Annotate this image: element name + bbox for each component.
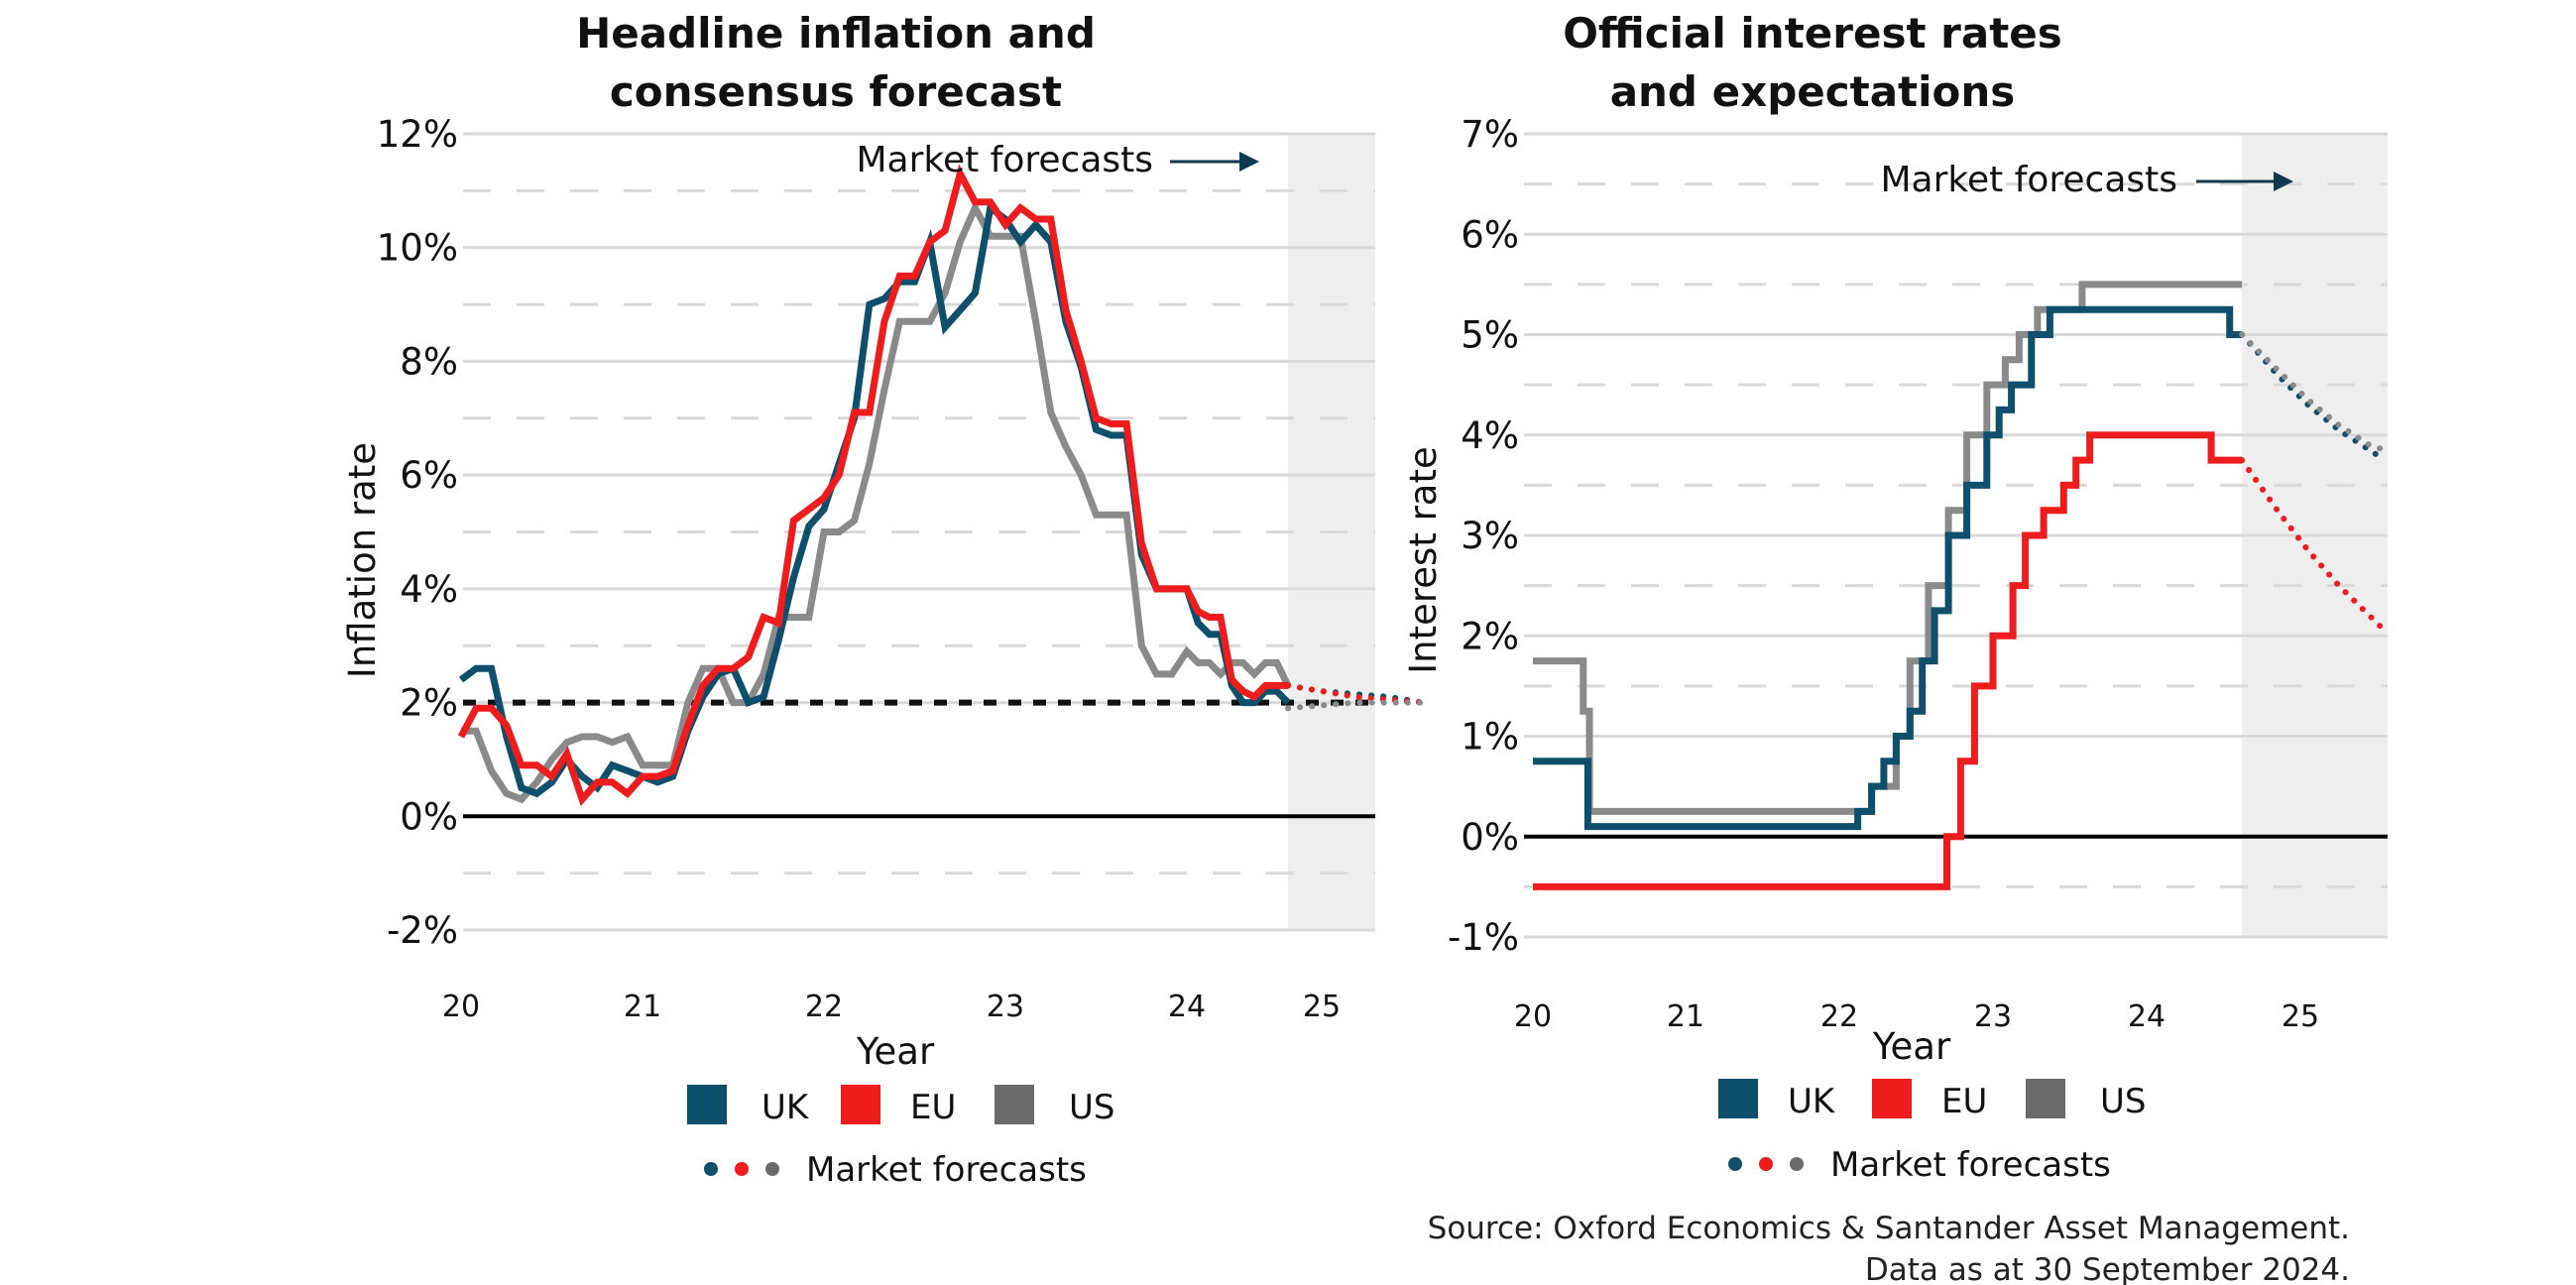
legend-label-eu: EU <box>910 1088 956 1127</box>
y-tick-label: 5% <box>1461 314 1519 357</box>
legend-forecast-dot-us <box>765 1162 779 1176</box>
legend-swatch-us <box>2026 1079 2065 1118</box>
y-tick-label: 2% <box>400 682 458 725</box>
chart-title-line2: and expectations <box>1610 67 2016 116</box>
x-tick-label: 24 <box>1168 990 1206 1024</box>
x-tick-label: 23 <box>987 990 1024 1024</box>
series-line-us <box>461 199 1292 804</box>
legend-forecast-label: Market forecasts <box>806 1150 1087 1190</box>
x-tick-label: 21 <box>1667 999 1704 1034</box>
series-line-uk <box>458 201 1291 798</box>
legend-forecast-dot-us <box>1790 1157 1804 1171</box>
legend-forecast-dot-uk <box>704 1162 718 1176</box>
arrowhead-icon <box>2274 172 2293 191</box>
forecast-line-eu <box>1285 682 1426 706</box>
forecast-annotation: Market forecasts <box>856 140 1259 180</box>
chart-title-line1: Headline inflation and <box>576 9 1096 58</box>
x-axis-label: Year <box>1872 1025 1951 1068</box>
legend-label-uk: UK <box>761 1088 810 1127</box>
interest-rate-plot-area: -1% 0% 1% 2% 3% 4% 5% 6% 7% 20 21 22 23 24 25 <box>1448 113 2389 1034</box>
x-tick-label: 20 <box>442 990 480 1024</box>
y-tick-label: -2% <box>387 909 458 952</box>
forecast-annotation-label: Market forecasts <box>856 140 1153 180</box>
legend: UK EU US Market forecasts <box>687 1085 1114 1190</box>
x-tick-label: 23 <box>1974 999 2012 1034</box>
y-tick-label: 2% <box>1461 615 1519 657</box>
legend-forecast-label: Market forecasts <box>1830 1145 2111 1185</box>
legend-swatch-uk <box>687 1085 727 1124</box>
forecast-line-eu <box>2239 457 2389 635</box>
y-tick-label: 7% <box>1461 113 1519 156</box>
y-tick-label: 6% <box>1461 213 1519 256</box>
legend-label-us: US <box>1069 1088 1114 1127</box>
x-tick-label: 22 <box>805 990 843 1024</box>
x-tick-label: 25 <box>1303 990 1341 1024</box>
x-tick-label: 25 <box>2282 999 2319 1034</box>
x-tick-label: 24 <box>2128 999 2166 1034</box>
chart-title-line2: consensus forecast <box>610 67 1062 116</box>
y-tick-label: 3% <box>1461 515 1519 557</box>
inflation-chart: Headline inflation and consensus forecas… <box>341 9 1426 1190</box>
x-tick-label: 22 <box>1820 999 1858 1034</box>
y-tick-label: 0% <box>1461 816 1519 859</box>
legend-swatch-eu <box>841 1085 880 1124</box>
y-axis-label: Interest rate <box>1402 446 1445 674</box>
y-tick-label: 10% <box>377 227 458 270</box>
legend-forecast-dot-uk <box>1728 1157 1742 1171</box>
y-tick-label: 6% <box>400 454 458 497</box>
legend-swatch-eu <box>1872 1079 1912 1118</box>
y-tick-label: 0% <box>400 795 458 838</box>
interest-rate-chart: Official interest rates and expectations… <box>1402 9 2389 1185</box>
legend-forecast-dot-eu <box>1759 1157 1773 1171</box>
y-tick-label: 12% <box>377 113 458 156</box>
series-line-us <box>1533 281 2243 815</box>
inflation-plot-area: -2% 0% 2% 4% 6% 8% 10% 12% 20 21 22 23 24 25 <box>377 113 1426 1024</box>
y-axis-label: Inflation rate <box>341 442 384 678</box>
y-tick-label: 4% <box>400 568 458 611</box>
chart-title-line1: Official interest rates <box>1563 9 2062 58</box>
series-line-eu <box>457 164 1288 806</box>
legend-label-eu: EU <box>1941 1082 1987 1121</box>
forecast-annotation-label: Market forecasts <box>1880 160 2177 200</box>
x-tick-label: 21 <box>624 990 661 1024</box>
forecast-line-us <box>1285 699 1426 712</box>
y-tick-label: 1% <box>1461 716 1519 759</box>
y-tick-label: 8% <box>400 340 458 383</box>
legend-label-us: US <box>2100 1082 2146 1121</box>
series-line-eu <box>1533 431 2243 890</box>
legend: UK EU US Market forecasts <box>1718 1079 2146 1185</box>
series-line-uk <box>1533 305 2243 831</box>
legend-swatch-us <box>995 1085 1034 1124</box>
y-tick-label: 4% <box>1461 414 1519 457</box>
legend-label-uk: UK <box>1788 1082 1836 1121</box>
source-note: Source: Oxford Economics & Santander Ass… <box>1428 1211 2350 1246</box>
legend-swatch-uk <box>1718 1079 1758 1118</box>
x-axis-label: Year <box>856 1030 935 1073</box>
arrowhead-icon <box>1239 152 1259 172</box>
legend-forecast-dot-eu <box>735 1162 749 1176</box>
x-tick-label: 20 <box>1514 999 1552 1034</box>
forecast-annotation: Market forecasts <box>1880 160 2293 200</box>
y-tick-label: -1% <box>1448 916 1519 959</box>
data-date-note: Data as at 30 September 2024. <box>1865 1252 2350 1285</box>
